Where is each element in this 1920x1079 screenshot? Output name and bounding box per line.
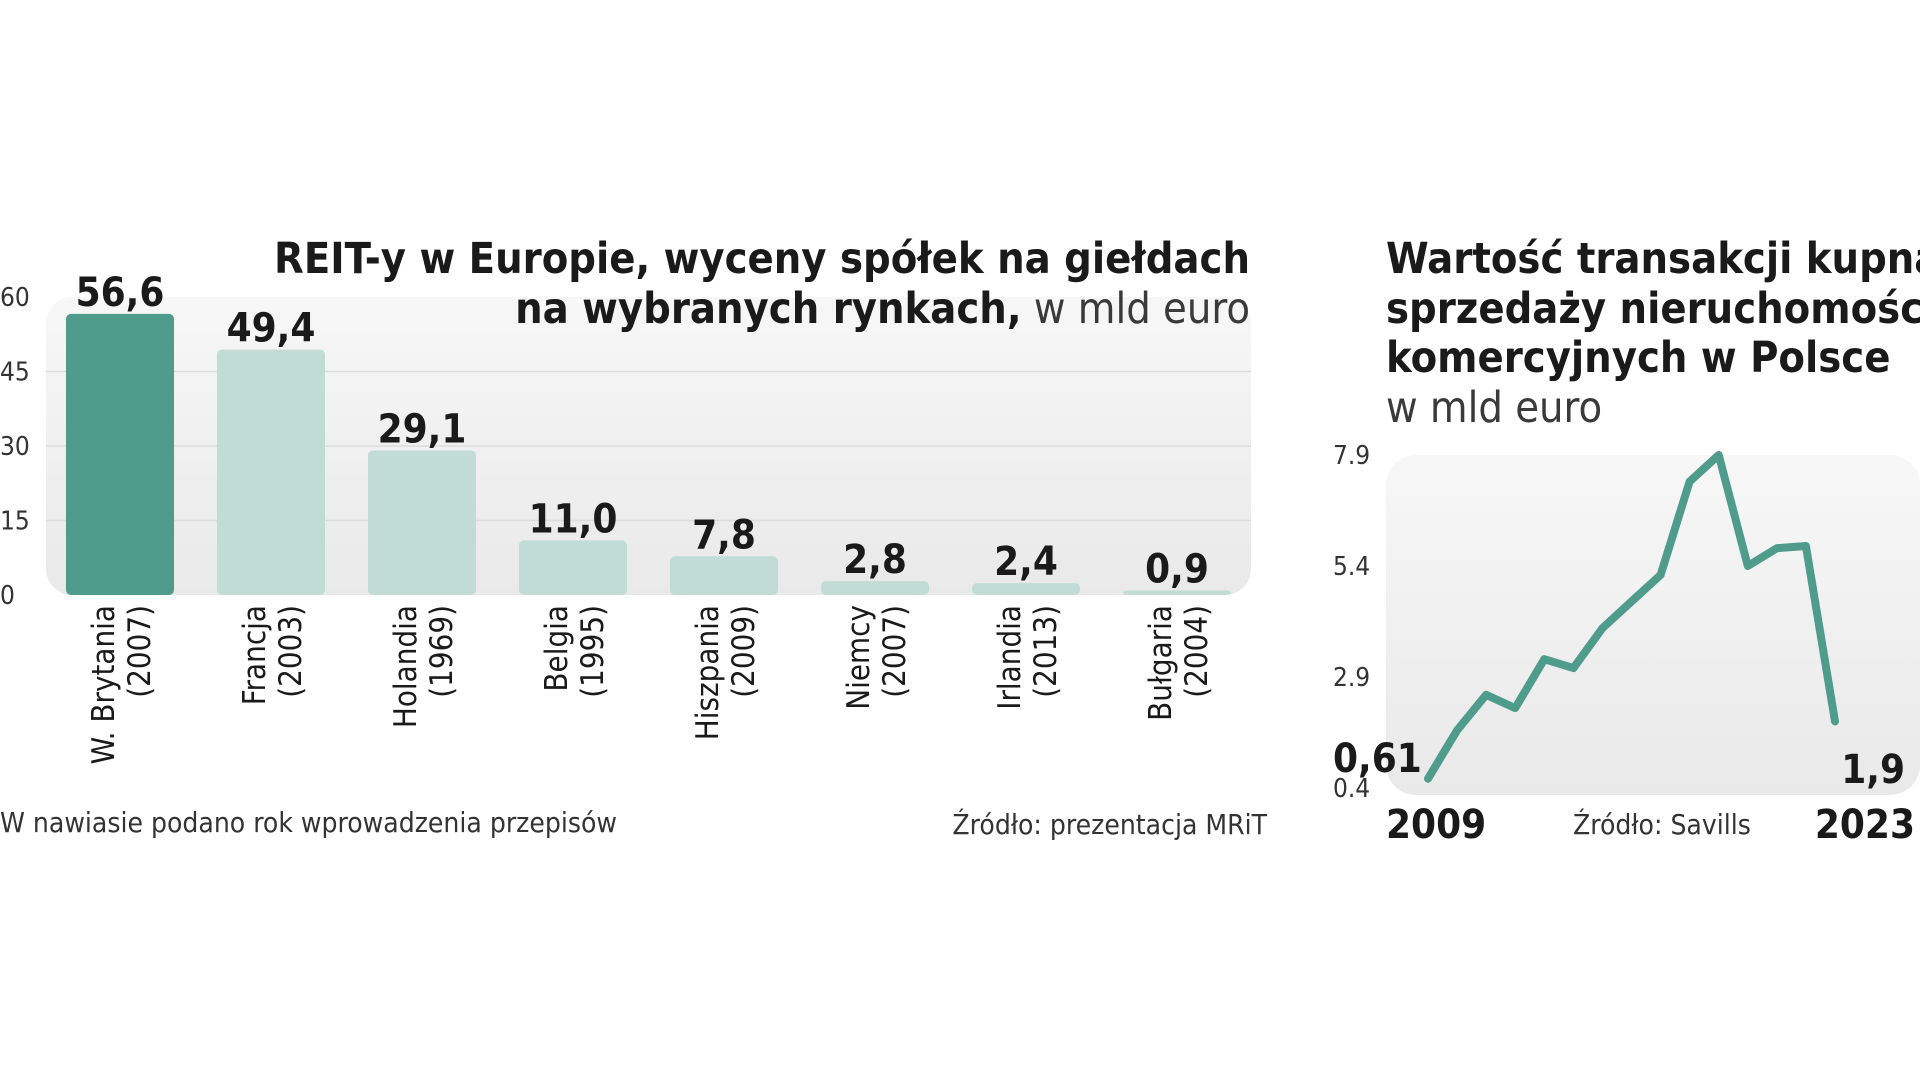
- line-chart-unit: w mld euro: [1386, 383, 1602, 433]
- bar-category-label-group: W. Brytania (2007): [86, 605, 158, 764]
- line-source: Źródło: Savills: [1573, 807, 1751, 841]
- bar-chart-title: REIT-y w Europie, wyceny spółek na giełd…: [274, 234, 1250, 284]
- line-x-start-label: 2009: [1386, 802, 1486, 848]
- bar-value-label: 0,9: [1145, 547, 1209, 593]
- line-plot-background: [1386, 455, 1920, 795]
- bar-y-tick-label: 15: [0, 507, 30, 537]
- line-chart-title-2: sprzedaży nieruchomości: [1386, 284, 1920, 334]
- bar-category-label-group: Niemcy (2007): [841, 605, 913, 710]
- bar-chart: 0 15 30 45 60 56,6 49,4 29,1 11,0 7,8 2,8 2,4 0,9 W…: [0, 234, 1268, 841]
- bar-category-label-group: Belgia (1995): [539, 605, 611, 698]
- line-chart-title-3: komercyjnych w Polsce: [1386, 333, 1890, 383]
- bar-category-year: (2003): [273, 605, 309, 698]
- bar-category-label-group: Bułgaria (2004): [1143, 605, 1215, 721]
- bar-category-year: (2009): [726, 605, 762, 698]
- bar-category-label: Bułgaria: [1143, 605, 1179, 721]
- bar-value-labels: 56,6 49,4 29,1 11,0 7,8 2,8 2,4 0,9: [76, 270, 1209, 593]
- bar: [217, 349, 325, 595]
- bar-category-year: (2004): [1179, 605, 1215, 698]
- bar-category-label-group: Holandia (1969): [388, 605, 460, 728]
- bar: [66, 313, 174, 595]
- line-series: [1424, 451, 1839, 783]
- bar: [519, 540, 627, 595]
- bar-category-label: Niemcy: [841, 605, 877, 710]
- bar-value-label: 56,6: [76, 270, 165, 316]
- bar-y-tick-label: 60: [0, 283, 30, 313]
- line-chart-title-1: Wartość transakcji kupna: [1386, 234, 1920, 284]
- bar-y-tick-label: 30: [0, 432, 30, 462]
- bar-y-tick-label: 45: [0, 358, 30, 388]
- bar: [821, 581, 929, 595]
- line-y-tick-label: 5.4: [1333, 552, 1370, 582]
- bar-category-year: (1995): [575, 605, 611, 698]
- bar-value-label: 29,1: [378, 406, 467, 452]
- bar-category-label-group: Irlandia (2013): [992, 605, 1064, 710]
- line-y-tick-label: 2.9: [1333, 663, 1370, 693]
- bar: [368, 450, 476, 595]
- bar-category-label: Francja: [237, 605, 273, 705]
- line-end-value-label: 1,9: [1841, 747, 1905, 793]
- bar-category-label: Holandia: [388, 605, 424, 728]
- line-chart: Wartość transakcji kupna sprzedaży nieru…: [1333, 234, 1920, 848]
- bar-value-label: 2,8: [843, 537, 907, 583]
- bar-value-label: 7,8: [692, 512, 756, 558]
- bar-source: Źródło: prezentacja MRiT: [952, 807, 1267, 841]
- bar-y-tick-label: 0: [0, 581, 15, 611]
- bar-y-axis: 0 15 30 45 60: [0, 283, 30, 611]
- bar-footnote: W nawiasie podano rok wprowadzenia przep…: [0, 806, 617, 839]
- line-y-tick-label: 0.4: [1333, 774, 1370, 804]
- bar-category-label-group: Hiszpania (2009): [690, 605, 762, 740]
- bar: [1123, 590, 1231, 595]
- bar-series: [66, 313, 1231, 595]
- bar-category-year: (2013): [1028, 605, 1064, 698]
- line-x-end-label: 2023: [1815, 802, 1915, 848]
- bar-chart-title-bold: na wybranych rynkach,: [515, 284, 1021, 334]
- bar-category-labels: W. Brytania (2007) Francja (2003) Holandia (1…: [86, 605, 1215, 764]
- bar-chart-unit: w mld euro: [1034, 284, 1250, 334]
- bar: [670, 556, 778, 595]
- bar-chart-title-line2: na wybranych rynkach, w mld euro: [515, 284, 1250, 334]
- bar-category-year: (2007): [877, 605, 913, 698]
- bar-category-label: W. Brytania: [86, 605, 122, 764]
- bar-value-label: 11,0: [529, 496, 618, 542]
- line-y-tick-label: 7.9: [1333, 441, 1370, 471]
- line-y-axis: 0.4 2.9 5.4 7.9: [1333, 441, 1370, 804]
- bar-category-label-group: Francja (2003): [237, 605, 309, 705]
- bar: [972, 583, 1080, 595]
- bar-category-label: Belgia: [539, 605, 575, 692]
- bar-category-year: (2007): [122, 605, 158, 698]
- line-start-value-label: 0,61: [1333, 736, 1422, 782]
- bar-value-label: 49,4: [227, 306, 316, 352]
- bar-category-year: (1969): [424, 605, 460, 698]
- bar-category-label: Hiszpania: [690, 605, 726, 740]
- bar-category-label: Irlandia: [992, 605, 1028, 710]
- bar-value-label: 2,4: [994, 539, 1058, 585]
